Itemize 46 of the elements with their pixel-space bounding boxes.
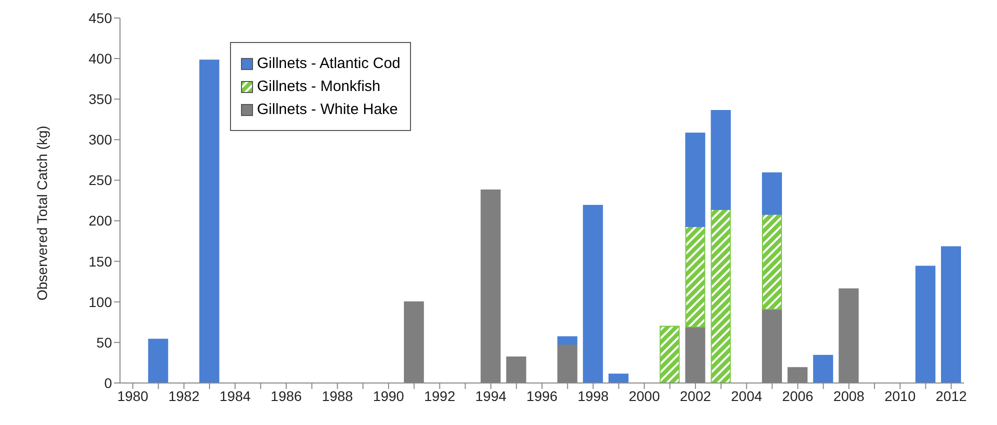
y-tick-label: 200 — [88, 212, 112, 229]
bar — [582, 204, 603, 383]
legend-label: Gillnets - Atlantic Cod — [257, 55, 400, 72]
x-tick-label: 2000 — [628, 388, 660, 404]
bar — [710, 110, 731, 210]
y-tick-label: 50 — [96, 334, 112, 350]
x-tick-label: 1982 — [168, 388, 200, 404]
x-tick-label: 2012 — [936, 388, 967, 404]
x-tick-label: 1984 — [220, 388, 251, 404]
bar — [710, 208, 731, 383]
bar — [762, 172, 782, 215]
x-tick-label: 1990 — [372, 388, 404, 404]
bar — [685, 226, 706, 328]
x-tick-label: 1986 — [270, 388, 302, 404]
bar — [813, 354, 834, 383]
x-tick-label: 2008 — [833, 388, 865, 404]
x-tick-label: 2002 — [680, 388, 712, 404]
y-tick-label: 150 — [88, 253, 112, 270]
x-tick-label: 1996 — [526, 388, 558, 404]
x-tick-label: 2004 — [731, 388, 762, 404]
y-axis-title: Observered Total Catch (kg) — [34, 126, 50, 300]
x-tick-label: 1994 — [475, 388, 507, 404]
y-tick-label: 250 — [88, 172, 112, 188]
bar — [557, 336, 578, 345]
legend-label: Gillnets - White Hake — [257, 101, 398, 118]
x-tick-label: 2010 — [884, 388, 916, 404]
bar — [915, 266, 936, 383]
bar — [685, 132, 706, 227]
x-tick-label: 2006 — [782, 388, 814, 404]
bar — [940, 246, 961, 383]
y-tick-label: 350 — [88, 91, 112, 108]
bar — [148, 338, 168, 383]
x-tick-label: 1988 — [322, 388, 354, 404]
y-tick-label: 300 — [88, 132, 112, 148]
bar — [762, 214, 782, 310]
y-tick-label: 0 — [104, 374, 112, 391]
bar — [608, 374, 629, 383]
y-tick-label: 450 — [88, 10, 112, 26]
legend-label: Gillnets - Monkfish — [257, 78, 380, 95]
x-tick-label: 1992 — [424, 388, 456, 404]
bar — [660, 326, 680, 383]
x-tick-label: 1998 — [578, 388, 609, 404]
y-tick-label: 100 — [88, 294, 112, 310]
x-tick-label: 1980 — [117, 388, 149, 404]
y-tick-label: 400 — [88, 50, 112, 67]
bar — [199, 60, 220, 383]
